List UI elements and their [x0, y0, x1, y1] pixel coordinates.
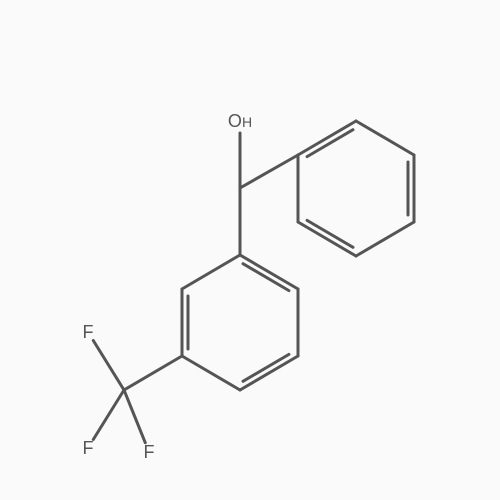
atom-label-f1: F [144, 442, 155, 462]
molecule-diagram: OH F F F [0, 0, 500, 500]
canvas-background [0, 0, 500, 500]
atom-label-oh: OH [228, 111, 252, 131]
atom-label-f2: F [83, 438, 94, 458]
atom-label-f3: F [83, 322, 94, 342]
